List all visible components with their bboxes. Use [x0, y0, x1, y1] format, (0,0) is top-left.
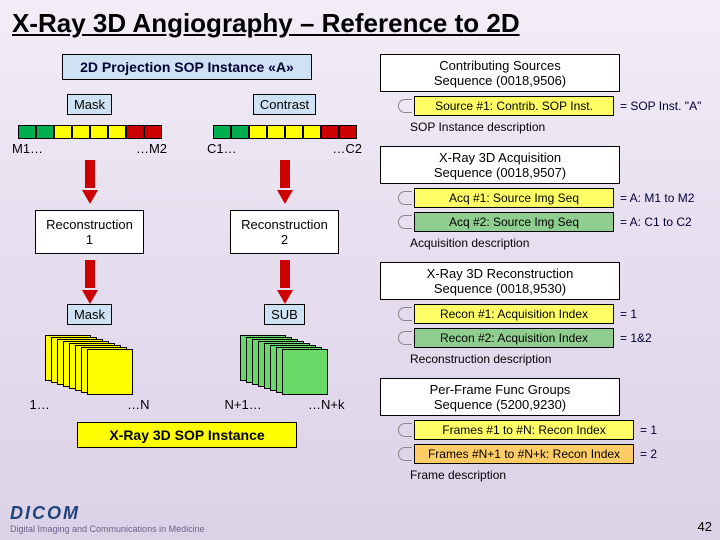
dicom-logo: DICOM Digital Imaging and Communications…	[10, 503, 205, 534]
arrow-down-icon	[277, 290, 293, 304]
seq2-item2: Acq #2: Source Img Seq	[414, 212, 614, 232]
contrast-label: Contrast	[253, 94, 316, 115]
contrast-col: Contrast C1… …C2	[207, 94, 362, 156]
arrow-down-icon	[82, 290, 98, 304]
sub-label: SUB	[264, 304, 305, 325]
seq2-head: X-Ray 3D Acquisition Sequence (0018,9507…	[380, 146, 620, 184]
page-title: X-Ray 3D Angiography – Reference to 2D	[0, 0, 720, 39]
left-diagram: 2D Projection SOP Instance «A» Mask M1… ……	[12, 54, 362, 448]
curve-icon	[398, 331, 412, 345]
arrow-shaft	[85, 260, 95, 288]
left-slab-max: …N	[127, 397, 149, 412]
contrast-min: C1…	[207, 141, 237, 156]
seq3-note1: = 1	[620, 307, 637, 321]
slabs-yellow	[45, 335, 135, 395]
seq2-note1: = A: M1 to M2	[620, 191, 694, 205]
mask-bar	[18, 125, 162, 139]
curve-icon	[398, 447, 412, 461]
curve-icon	[398, 307, 412, 321]
arrow-down-icon	[277, 190, 293, 204]
curve-icon	[398, 423, 412, 437]
logo-tagline: Digital Imaging and Communications in Me…	[10, 524, 205, 534]
xray-footer: X-Ray 3D SOP Instance	[77, 422, 297, 448]
mask2-label: Mask	[67, 304, 112, 325]
seq3-desc: Reconstruction description	[410, 352, 710, 366]
arrow-shaft	[85, 160, 95, 188]
logo-brand: DICOM	[10, 503, 80, 523]
right-slab-max: …N+k	[308, 397, 344, 412]
recon2-box: Reconstruction 2	[230, 210, 339, 254]
seq3: X-Ray 3D Reconstruction Sequence (0018,9…	[380, 262, 710, 366]
slabs-green	[240, 335, 330, 395]
mask-label: Mask	[67, 94, 112, 115]
page-number: 42	[698, 519, 712, 534]
mask-col: Mask M1… …M2	[12, 94, 167, 156]
curve-icon	[398, 215, 412, 229]
seq3-head: X-Ray 3D Reconstruction Sequence (0018,9…	[380, 262, 620, 300]
arrow-shaft	[280, 160, 290, 188]
seq4: Per-Frame Func Groups Sequence (5200,923…	[380, 378, 710, 482]
proj-header: 2D Projection SOP Instance «A»	[62, 54, 312, 80]
seq1-desc: SOP Instance description	[410, 120, 710, 134]
contrast-bar	[213, 125, 357, 139]
seq1-head: Contributing Sources Sequence (0018,9506…	[380, 54, 620, 92]
arrow-shaft	[280, 260, 290, 288]
contrast-max: …C2	[332, 141, 362, 156]
arrow-down-icon	[82, 190, 98, 204]
seq1: Contributing Sources Sequence (0018,9506…	[380, 54, 710, 134]
left-slab-min: 1…	[30, 397, 50, 412]
right-sequences: Contributing Sources Sequence (0018,9506…	[380, 54, 710, 494]
seq3-note2: = 1&2	[620, 331, 652, 345]
seq1-note1: = SOP Inst. "A"	[620, 99, 701, 113]
mask-max: …M2	[136, 141, 167, 156]
seq2-item1: Acq #1: Source Img Seq	[414, 188, 614, 208]
right-slab-min: N+1…	[225, 397, 262, 412]
mask-min: M1…	[12, 141, 43, 156]
seq2-desc: Acquisition description	[410, 236, 710, 250]
seq4-head: Per-Frame Func Groups Sequence (5200,923…	[380, 378, 620, 416]
seq2: X-Ray 3D Acquisition Sequence (0018,9507…	[380, 146, 710, 250]
seq4-item2: Frames #N+1 to #N+k: Recon Index	[414, 444, 634, 464]
curve-icon	[398, 99, 412, 113]
seq2-note2: = A: C1 to C2	[620, 215, 692, 229]
seq3-item1: Recon #1: Acquisition Index	[414, 304, 614, 324]
seq3-item2: Recon #2: Acquisition Index	[414, 328, 614, 348]
seq4-desc: Frame description	[410, 468, 710, 482]
recon1-box: Reconstruction 1	[35, 210, 144, 254]
seq4-note1: = 1	[640, 423, 657, 437]
seq1-item1: Source #1: Contrib. SOP Inst.	[414, 96, 614, 116]
seq4-note2: = 2	[640, 447, 657, 461]
seq4-item1: Frames #1 to #N: Recon Index	[414, 420, 634, 440]
curve-icon	[398, 191, 412, 205]
